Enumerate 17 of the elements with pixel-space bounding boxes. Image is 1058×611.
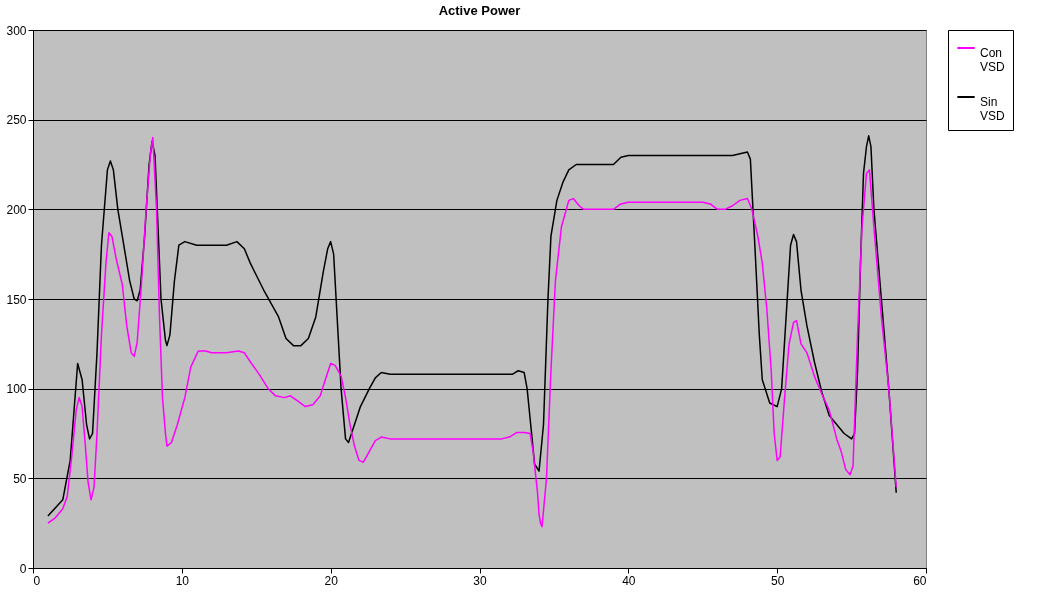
y-tick-label: 300 [6,23,27,38]
x-tick-label: 40 [622,573,636,588]
x-tick-label: 60 [913,573,927,588]
legend-label: Con VSD [980,46,1006,74]
chart-title: Active Power [438,3,521,18]
x-tick-label: 20 [324,573,339,588]
y-tick-label: 100 [6,382,27,397]
y-tick-label: 250 [6,113,27,128]
y-tick-label: 0 [19,561,27,576]
x-tick-label: 50 [770,573,785,588]
legend-label: Sin VSD [980,95,1006,123]
y-tick-label: 200 [6,202,27,217]
x-tick-label: 10 [175,573,190,588]
y-tick-label: 150 [6,292,27,307]
x-tick-label: 30 [473,573,487,588]
y-tick-label: 50 [13,471,27,486]
x-tick-label: 0 [33,573,41,588]
